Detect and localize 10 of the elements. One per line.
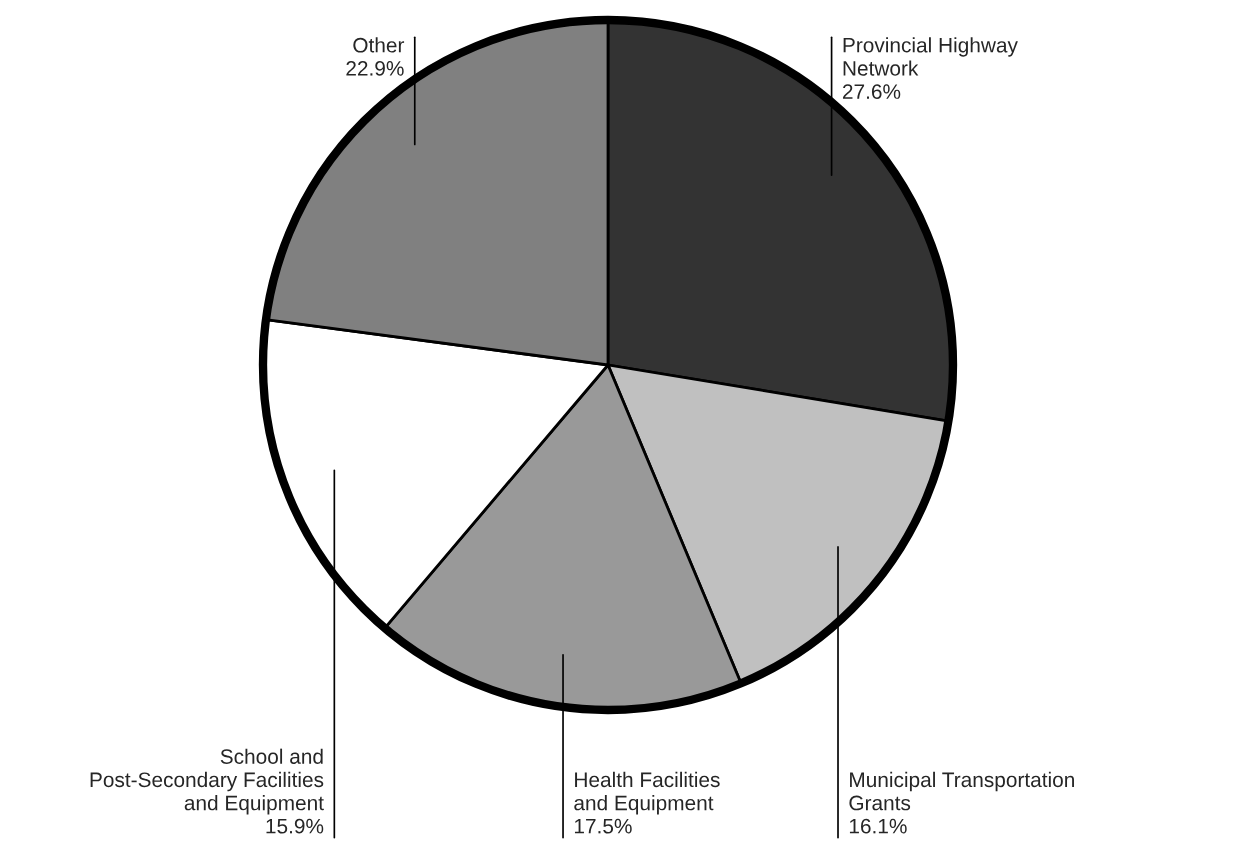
data-label: 16.1%: [849, 818, 907, 834]
slice-label: School and Post-Secondary Facilities and Equipment: [90, 748, 324, 815]
slice-label: Other: [353, 37, 405, 53]
data-label: 17.5%: [574, 818, 632, 834]
slice-label: Municipal Transportation Grants: [849, 771, 1074, 811]
slice-label: Health Facilities and Equipment: [574, 771, 720, 815]
slice-label: Provincial Highway Network: [843, 37, 1018, 76]
data-label: 22.9%: [346, 61, 404, 76]
data-label: 27.6%: [842, 84, 901, 99]
data-label: 15.9%: [266, 818, 324, 834]
